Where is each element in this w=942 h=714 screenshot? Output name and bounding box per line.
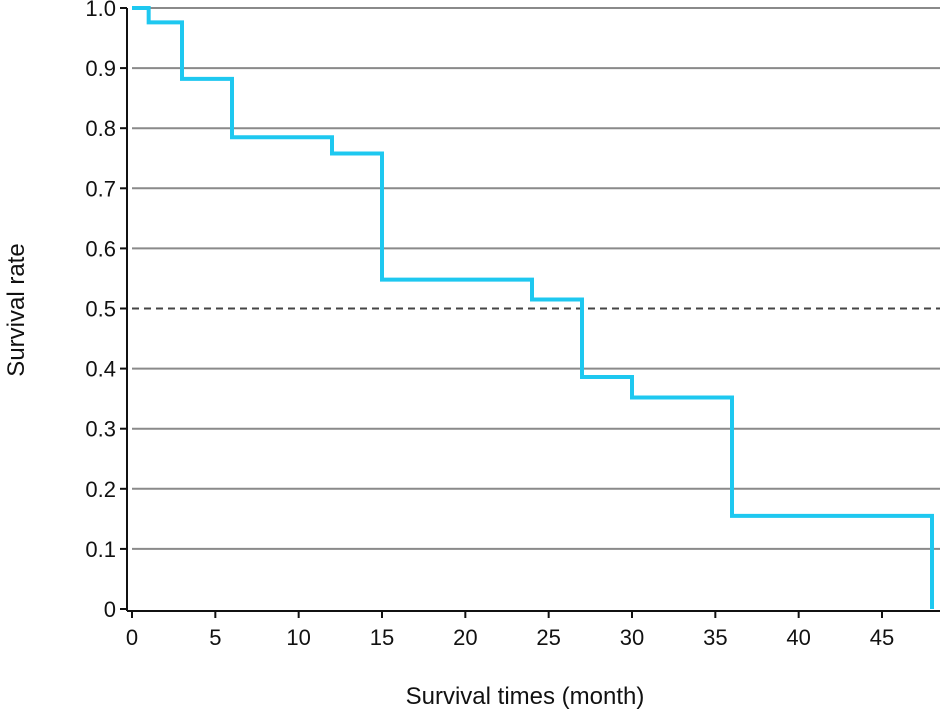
x-tick-label: 40 bbox=[786, 625, 810, 650]
y-tick-label: 0.6 bbox=[85, 236, 116, 261]
y-tick-label: 0 bbox=[104, 597, 116, 622]
y-tick-label: 0.2 bbox=[85, 477, 116, 502]
y-tick-label: 1.0 bbox=[85, 0, 116, 21]
gridlines bbox=[132, 7, 940, 550]
x-tick-label: 25 bbox=[536, 625, 560, 650]
x-axis-title: Survival times (month) bbox=[406, 683, 645, 710]
x-tick-label: 30 bbox=[620, 625, 644, 650]
y-tick-label: 0.9 bbox=[85, 56, 116, 81]
y-tick-label: 0.7 bbox=[85, 176, 116, 201]
x-tick-label: 15 bbox=[370, 625, 394, 650]
survival-curve bbox=[132, 6, 934, 609]
y-tick-label: 0.8 bbox=[85, 116, 116, 141]
y-tick-label: 0.5 bbox=[85, 297, 116, 322]
y-axis-title: Survival rate bbox=[3, 243, 30, 376]
y-tick-label: 0.3 bbox=[85, 417, 116, 442]
x-tick-label: 5 bbox=[209, 625, 221, 650]
y-tick-label: 0.4 bbox=[85, 357, 116, 382]
y-tick-label: 0.1 bbox=[85, 537, 116, 562]
x-tick-label: 45 bbox=[870, 625, 894, 650]
series-group bbox=[132, 6, 934, 609]
x-tick-label: 35 bbox=[703, 625, 727, 650]
x-tick-label: 20 bbox=[453, 625, 477, 650]
tick-labels: 0 0.1 0.2 0.3 0.4 0.5 0.6 0.7 0.8 0.9 1.0 0 5 10 15 20 2… bbox=[85, 0, 894, 650]
x-tick-label: 10 bbox=[286, 625, 310, 650]
axes bbox=[120, 7, 940, 618]
x-tick-label: 0 bbox=[126, 625, 138, 650]
